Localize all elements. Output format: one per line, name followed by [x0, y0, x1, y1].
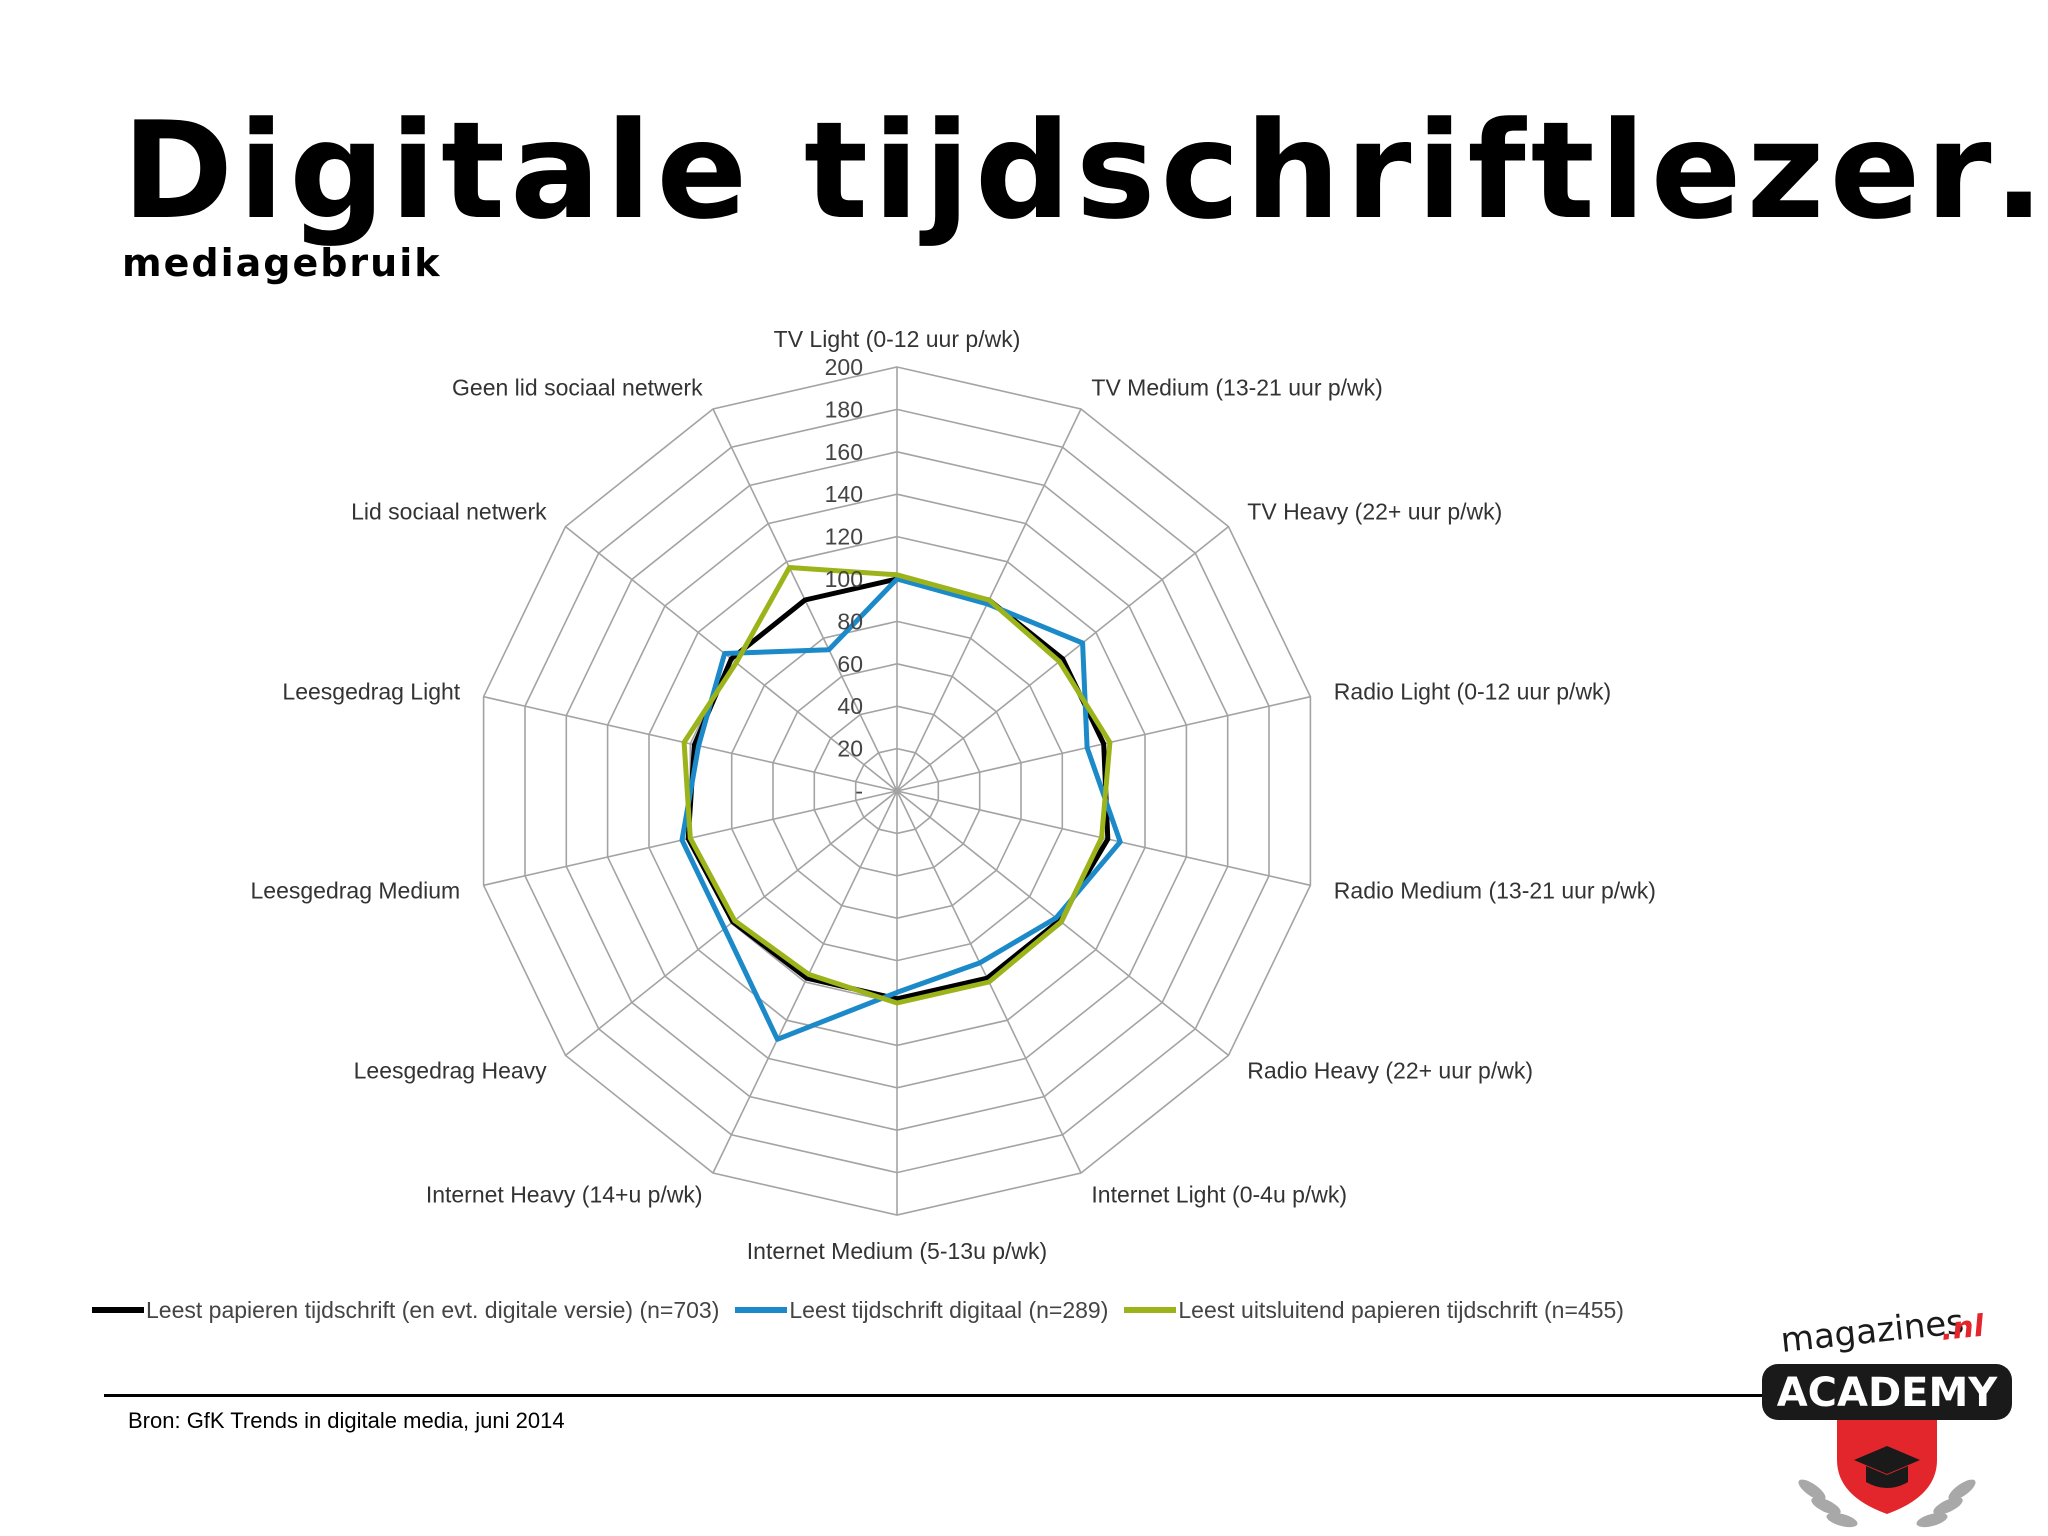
radar-series	[679, 565, 1123, 1042]
category-label: Geen lid sociaal netwerk	[452, 374, 703, 400]
category-label: Internet Light (0-4u p/wk)	[1091, 1182, 1347, 1208]
legend-swatch	[92, 1307, 144, 1313]
legend-label: Leest uitsluitend papieren tijdschrift (…	[1178, 1296, 1624, 1323]
legend-item-paper-only: Leest uitsluitend papieren tijdschrift (…	[1124, 1297, 1624, 1324]
axis-tick-label: 40	[837, 693, 863, 719]
legend-label: Leest papieren tijdschrift (en evt. digi…	[146, 1296, 720, 1323]
logo-domain: .nl	[1939, 1309, 1986, 1348]
category-label: Lid sociaal netwerk	[351, 499, 547, 525]
logo-badge	[1762, 1364, 2012, 1420]
page-title: Digitale tijdschriftlezer…	[122, 93, 2048, 249]
grid-spoke	[483, 695, 898, 792]
category-label: Leesgedrag Medium	[251, 878, 461, 904]
legend-swatch	[735, 1307, 788, 1313]
legend-item-paper-and-digital: Leest papieren tijdschrift (en evt. digi…	[92, 1297, 719, 1324]
source-note: Bron: GfK Trends in digitale media, juni…	[128, 1408, 565, 1433]
axis-tick-label: 160	[825, 439, 863, 465]
axis-tick-label: 60	[837, 651, 863, 677]
category-label: Radio Light (0-12 uur p/wk)	[1334, 678, 1611, 704]
legend-label: Leest tijdschrift digitaal (n=289)	[789, 1296, 1109, 1323]
radar-tick-labels: - 20 40 60 80 100 120 140 160 180 200	[825, 354, 863, 804]
axis-tick-label: 120	[825, 524, 863, 550]
series-line-2	[681, 565, 1113, 1006]
category-label: TV Light (0-12 uur p/wk)	[774, 326, 1021, 352]
category-label: TV Medium (13-21 uur p/wk)	[1091, 374, 1382, 400]
laurel-wreath-icon	[1798, 1479, 1976, 1528]
category-label: Radio Heavy (22+ uur p/wk)	[1247, 1057, 1533, 1083]
logo-wordmark: magazines	[1779, 1302, 1966, 1361]
axis-tick-label: 140	[825, 481, 863, 507]
legend-item-digital: Leest tijdschrift digitaal (n=289)	[735, 1297, 1108, 1324]
category-label: Leesgedrag Light	[282, 678, 460, 704]
logo-badge-text: ACADEMY	[1777, 1370, 1999, 1416]
legend-swatch	[1124, 1307, 1177, 1313]
graduation-cap-icon	[1854, 1446, 1920, 1488]
radar-category-labels: TV Light (0-12 uur p/wk) TV Medium (13-21…	[251, 326, 1656, 1264]
radar-chart: - 20 40 60 80 100 120 140 160 180 200 TV Light (0-…	[251, 326, 1656, 1264]
grid-spoke	[712, 790, 898, 1174]
axis-tick-label: 80	[837, 608, 863, 634]
axis-tick-label: 180	[825, 396, 863, 422]
axis-tick-label: 200	[825, 354, 863, 380]
footer-divider	[104, 1394, 1764, 1397]
chart-legend: Leest papieren tijdschrift (en evt. digi…	[92, 1290, 1752, 1330]
category-label: Radio Medium (13-21 uur p/wk)	[1334, 878, 1656, 904]
page-subtitle: mediagebruik	[122, 241, 442, 285]
category-label: TV Heavy (22+ uur p/wk)	[1247, 499, 1502, 525]
series-line-1	[679, 576, 1123, 1042]
axis-tick-label: 100	[825, 566, 863, 592]
axis-tick-label: 20	[837, 736, 863, 762]
radar-grid	[482, 366, 1312, 1216]
axis-tick-label: -	[855, 778, 863, 804]
category-label: Leesgedrag Heavy	[354, 1057, 548, 1083]
category-label: Internet Heavy (14+u p/wk)	[426, 1182, 703, 1208]
magazines-academy-logo: magazines .nl ACADEMY	[1762, 1302, 2012, 1528]
category-label: Internet Medium (5-13u p/wk)	[747, 1238, 1047, 1264]
